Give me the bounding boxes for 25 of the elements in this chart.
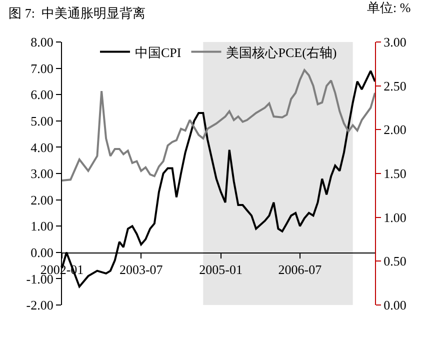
y-tick-label: 2.00 xyxy=(30,192,54,208)
y2-tick-label: 1.50 xyxy=(384,166,406,182)
legend-label: 美国核心PCE(右轴) xyxy=(226,44,337,60)
y-tick-label: 4.00 xyxy=(30,140,54,155)
y-tick-label: -2.00 xyxy=(26,298,54,313)
y2-tick-label: 0.00 xyxy=(384,298,406,313)
y2-tick-label: 3.00 xyxy=(384,34,406,50)
y2-tick-label: 0.50 xyxy=(384,254,406,269)
chart-title: 图 7: 中美通胀明显背离 xyxy=(8,6,146,21)
y2-tick-label: 2.00 xyxy=(384,122,406,138)
x-tick-label: 2006-07 xyxy=(278,262,322,277)
y-tick-label: 5.00 xyxy=(30,113,54,128)
legend-label: 中国CPI xyxy=(135,44,182,60)
x-tick-label: 2005-01 xyxy=(199,262,242,277)
y-tick-label: 3.00 xyxy=(30,166,54,182)
y-tick-label: 8.00 xyxy=(30,34,54,50)
y2-tick-label: 2.50 xyxy=(384,78,406,94)
y-tick-label: 7.00 xyxy=(30,60,54,76)
y-tick-label: 1.00 xyxy=(30,218,54,234)
x-tick-label: 2003-07 xyxy=(119,262,164,277)
y-tick-label: 0.00 xyxy=(30,244,54,260)
y-tick-label: 6.00 xyxy=(30,87,54,102)
text: 单位: % xyxy=(367,0,411,15)
line-series xyxy=(62,69,375,182)
y2-tick-label: 1.00 xyxy=(384,210,406,225)
